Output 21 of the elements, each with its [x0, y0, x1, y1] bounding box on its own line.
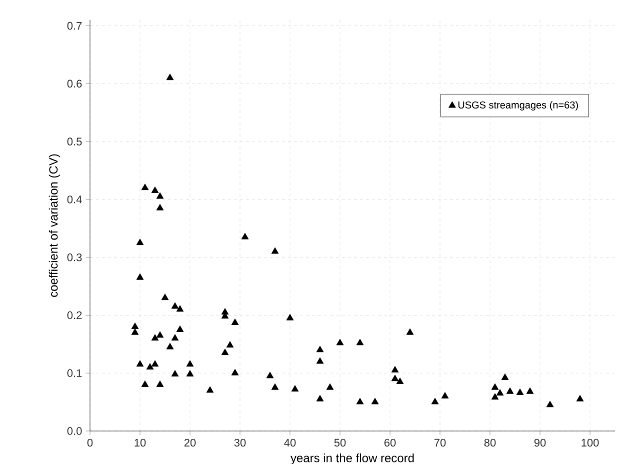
- x-tick-label: 80: [484, 438, 496, 447]
- legend-label: USGS streamgages (n=63): [458, 101, 578, 110]
- y-tick-label: 0.5: [67, 138, 82, 146]
- x-tick-label: 20: [184, 438, 196, 447]
- x-tick-label: 0: [87, 438, 93, 447]
- x-tick-label: 30: [234, 438, 246, 447]
- y-axis-title: coefficient of variation (CV): [48, 154, 60, 297]
- x-tick-label: 10: [134, 438, 146, 447]
- x-tick-label: 70: [434, 438, 446, 447]
- y-tick-label: 0.0: [67, 427, 82, 435]
- y-tick-label: 0.3: [67, 253, 82, 262]
- y-tick-label: 0.6: [67, 80, 82, 88]
- x-tick-label: 100: [582, 438, 599, 447]
- x-tick-label: 90: [534, 438, 546, 447]
- x-tick-label: 60: [384, 438, 396, 447]
- y-tick-label: 0.7: [67, 22, 82, 30]
- y-tick-label: 0.4: [67, 196, 82, 204]
- y-tick-label: 0.1: [67, 369, 82, 378]
- y-tick-label: 0.2: [67, 311, 82, 320]
- x-tick-label: 50: [334, 438, 346, 447]
- x-tick-label: 40: [284, 438, 296, 447]
